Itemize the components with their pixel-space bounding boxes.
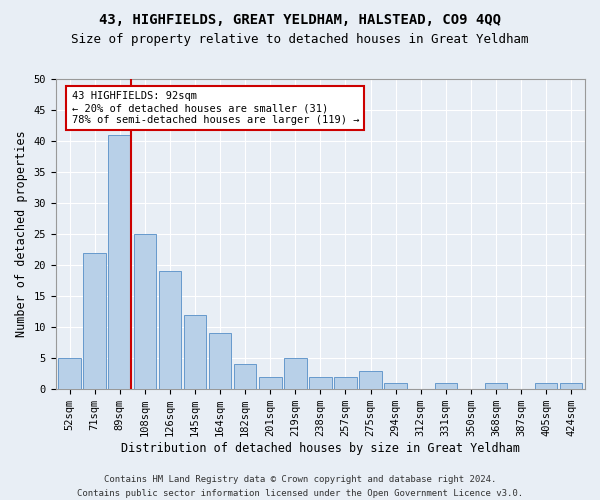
Bar — [134, 234, 156, 389]
Y-axis label: Number of detached properties: Number of detached properties — [15, 131, 28, 338]
Bar — [560, 383, 583, 389]
X-axis label: Distribution of detached houses by size in Great Yeldham: Distribution of detached houses by size … — [121, 442, 520, 455]
Bar — [535, 383, 557, 389]
Bar — [209, 334, 232, 389]
Text: 43, HIGHFIELDS, GREAT YELDHAM, HALSTEAD, CO9 4QQ: 43, HIGHFIELDS, GREAT YELDHAM, HALSTEAD,… — [99, 12, 501, 26]
Bar — [83, 252, 106, 389]
Bar — [234, 364, 256, 389]
Bar — [359, 370, 382, 389]
Bar — [284, 358, 307, 389]
Bar — [334, 377, 357, 389]
Text: Size of property relative to detached houses in Great Yeldham: Size of property relative to detached ho… — [71, 32, 529, 46]
Bar — [259, 377, 281, 389]
Text: 43 HIGHFIELDS: 92sqm
← 20% of detached houses are smaller (31)
78% of semi-detac: 43 HIGHFIELDS: 92sqm ← 20% of detached h… — [71, 92, 359, 124]
Bar — [485, 383, 507, 389]
Bar — [385, 383, 407, 389]
Bar — [158, 272, 181, 389]
Bar — [184, 315, 206, 389]
Bar — [434, 383, 457, 389]
Bar — [309, 377, 332, 389]
Bar — [109, 135, 131, 389]
Bar — [58, 358, 81, 389]
Text: Contains HM Land Registry data © Crown copyright and database right 2024.
Contai: Contains HM Land Registry data © Crown c… — [77, 476, 523, 498]
